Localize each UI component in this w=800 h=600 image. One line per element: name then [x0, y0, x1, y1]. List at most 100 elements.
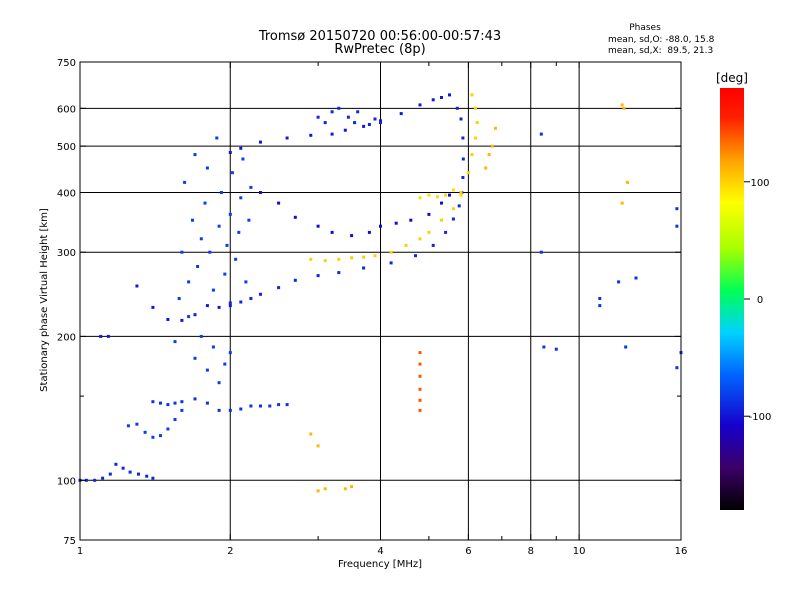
data-point	[461, 136, 465, 140]
data-point	[244, 280, 248, 284]
data-point	[675, 207, 679, 211]
data-point	[239, 196, 243, 200]
data-point	[187, 280, 191, 284]
data-point	[444, 230, 448, 234]
data-point	[234, 257, 238, 261]
data-point	[205, 401, 209, 405]
data-point	[350, 485, 354, 489]
data-point	[323, 121, 327, 125]
data-point	[399, 112, 403, 116]
data-point	[135, 422, 139, 426]
data-point	[228, 151, 232, 154]
data-point	[620, 103, 624, 107]
data-point	[223, 362, 227, 366]
data-point	[217, 305, 221, 309]
data-point	[379, 121, 382, 125]
data-point	[215, 136, 219, 140]
data-point	[418, 362, 422, 366]
axes: 1 2 4 6 8 10 16 75 100 200 300 400 500 600 750	[57, 58, 687, 557]
data-point	[466, 171, 470, 175]
data-point	[487, 153, 491, 157]
data-point	[494, 126, 497, 130]
data-point	[106, 334, 110, 338]
data-point	[475, 121, 479, 125]
data-point	[414, 254, 417, 258]
data-point	[316, 224, 320, 228]
data-point	[330, 132, 334, 136]
data-point	[126, 424, 130, 428]
x-tick-label: 6	[465, 546, 471, 557]
data-point	[99, 334, 103, 338]
data-point	[451, 207, 455, 211]
data-point	[459, 193, 463, 197]
data-point	[484, 166, 488, 170]
x-tick-label: 8	[528, 546, 534, 557]
y-axis-label: Stationary phase Virtual Height [km]	[39, 208, 50, 392]
data-point	[362, 255, 366, 259]
y-tick-label: 750	[57, 58, 76, 69]
data-point	[230, 171, 234, 175]
data-point	[634, 276, 638, 280]
data-point	[343, 487, 347, 491]
data-point	[343, 128, 347, 132]
data-point	[217, 408, 221, 412]
data-point	[241, 157, 245, 161]
data-point	[191, 218, 194, 222]
data-point	[330, 110, 334, 114]
data-point	[108, 472, 112, 476]
data-point	[470, 93, 474, 97]
data-point	[180, 408, 184, 412]
data-point	[205, 304, 209, 308]
data-points	[78, 93, 683, 493]
data-point	[205, 368, 209, 372]
data-point	[461, 176, 465, 179]
data-point	[323, 487, 327, 491]
data-point	[211, 288, 215, 292]
chart-title: Tromsø 20150720 00:56:00-00:57:43	[258, 29, 501, 44]
data-point	[362, 124, 366, 128]
data-point	[418, 196, 422, 200]
data-point	[121, 466, 125, 470]
y-tick-label: 75	[63, 536, 76, 547]
data-point	[159, 434, 162, 438]
data-point	[330, 230, 334, 234]
data-point	[316, 274, 320, 278]
x-tick-label: 2	[227, 546, 233, 557]
x-tick-label: 4	[377, 546, 383, 557]
colorbar-ticks: -100 0 100	[744, 178, 771, 423]
data-point	[626, 180, 629, 184]
data-point	[166, 403, 170, 407]
data-point	[457, 204, 461, 208]
data-point	[193, 397, 197, 401]
data-point	[622, 106, 626, 110]
data-point	[166, 318, 170, 321]
data-point	[293, 215, 297, 219]
data-point	[259, 191, 262, 194]
data-point	[418, 351, 422, 355]
data-point	[367, 123, 371, 126]
data-point	[418, 398, 422, 402]
data-point	[193, 313, 197, 317]
colorbar-label: [deg]	[716, 71, 748, 85]
data-point	[228, 304, 232, 308]
data-point	[93, 478, 97, 482]
data-point	[474, 136, 477, 140]
data-point	[259, 140, 262, 144]
data-point	[617, 280, 621, 284]
data-point	[373, 254, 377, 258]
data-point	[145, 474, 149, 478]
data-point	[180, 400, 184, 404]
data-point	[675, 224, 679, 228]
data-point	[440, 218, 443, 222]
data-point	[259, 292, 262, 296]
data-point	[228, 408, 232, 412]
data-point	[249, 185, 253, 189]
data-point	[379, 119, 382, 123]
colorbar-tick-label: 100	[750, 178, 769, 189]
data-point	[196, 265, 200, 268]
data-point	[350, 234, 354, 238]
x-tick-label: 10	[573, 546, 586, 557]
data-point	[173, 418, 177, 421]
data-point	[173, 340, 177, 344]
